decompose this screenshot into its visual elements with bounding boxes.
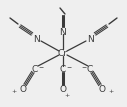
Text: +: +: [64, 93, 70, 98]
Text: N: N: [33, 34, 39, 44]
Text: O: O: [99, 85, 106, 94]
Text: −: −: [81, 64, 87, 69]
Text: N: N: [60, 27, 66, 36]
Text: −: −: [38, 64, 44, 69]
Text: O: O: [60, 85, 67, 94]
Text: C: C: [60, 65, 66, 74]
Text: −: −: [66, 64, 72, 69]
Text: N: N: [88, 34, 94, 44]
Text: C: C: [87, 65, 93, 74]
Text: +: +: [11, 89, 17, 94]
Text: Cr: Cr: [58, 48, 68, 57]
Text: O: O: [20, 85, 27, 94]
Text: +: +: [108, 89, 114, 94]
Text: C: C: [32, 65, 38, 74]
